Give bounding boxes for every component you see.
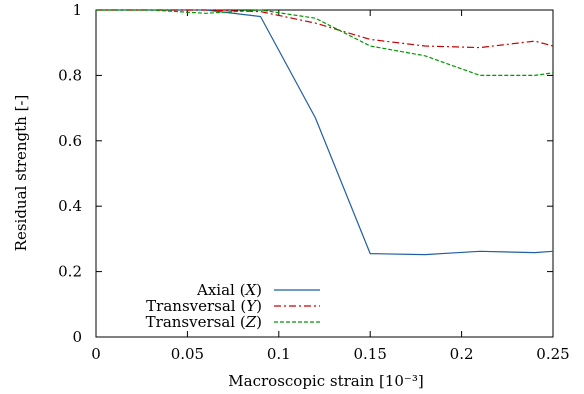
y-tick-label: 0.2 [58,263,82,281]
y-tick-label: 0.4 [58,197,82,215]
x-tick-label: 0.1 [267,345,291,363]
series-line-3 [96,9,554,77]
series-line-1 [96,9,554,256]
y-axis: 0 0.2 0.4 0.6 0.8 1 [58,1,553,346]
legend-label-2: Transversal (Y) [146,297,262,315]
x-tick-label: 0.2 [450,345,474,363]
legend-label-text: Transversal ( [146,313,246,331]
legend-label-3: Transversal (Z) [146,313,262,331]
x-tick-label: 0.05 [171,345,204,363]
y-tick-label: 0.6 [58,132,82,150]
x-axis: 0 0.05 0.1 0.15 0.2 0.25 [91,10,570,363]
series-line-2 [96,9,554,49]
legend-label-text: Axial ( [196,281,245,299]
y-tick-label: 0.8 [58,66,82,84]
legend-label-variable: X [244,281,257,299]
legend-label-close: ) [256,313,262,331]
x-tick-label: 0.25 [536,345,569,363]
legend-label-text: Transversal ( [146,297,246,315]
y-axis-title: Residual strength [-] [12,95,30,252]
legend-label-variable: Y [246,297,258,315]
legend-label-variable: Z [245,313,257,331]
series-layer [96,9,554,256]
plot-area [95,9,554,338]
legend-label-1: Axial (X) [196,281,262,299]
plot-border [95,9,554,338]
x-tick-label: 0 [91,345,101,363]
x-axis-title: Macroscopic strain [10⁻³] [228,372,423,390]
legend-label-close: ) [256,281,262,299]
legend: Axial (X)Transversal (Y)Transversal (Z) [146,281,320,331]
y-tick-label: 1 [72,1,82,19]
legend-label-close: ) [256,297,262,315]
x-tick-label: 0.15 [353,345,386,363]
y-tick-label: 0 [72,328,82,346]
